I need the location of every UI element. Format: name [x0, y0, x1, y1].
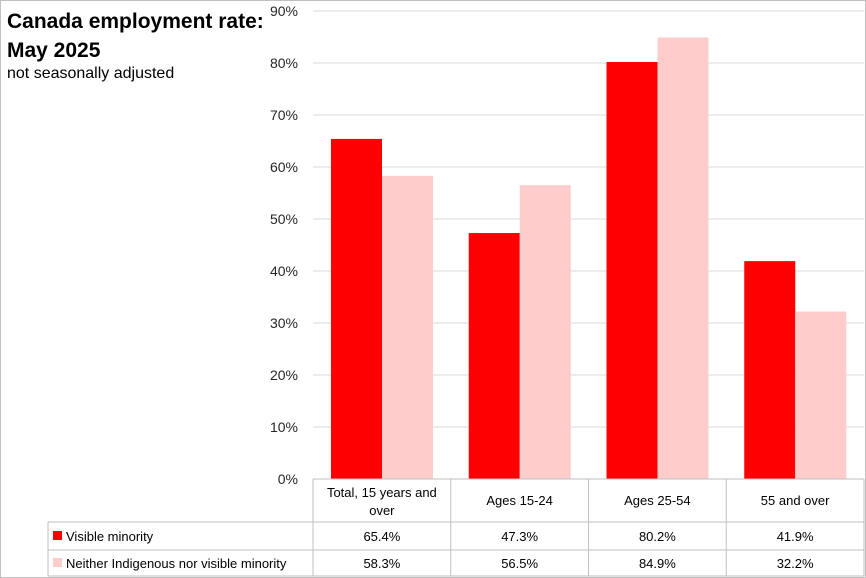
- y-tick-label: 90%: [270, 3, 298, 19]
- y-tick-label: 60%: [270, 159, 298, 175]
- y-tick-label: 20%: [270, 367, 298, 383]
- bar: [382, 175, 433, 479]
- bar: [795, 311, 847, 479]
- data-label: 84.9%: [639, 556, 676, 571]
- y-tick-label: 50%: [270, 211, 298, 227]
- legend-key: [53, 558, 62, 567]
- y-tick-label: 70%: [270, 107, 298, 123]
- data-label: 80.2%: [639, 529, 676, 544]
- bar: [519, 185, 571, 479]
- x-tick-label: over: [369, 503, 395, 518]
- x-tick-label: Total, 15 years and: [327, 485, 437, 500]
- bar: [606, 61, 658, 480]
- bar: [657, 37, 709, 480]
- y-tick-label: 10%: [270, 419, 298, 435]
- bar: [468, 233, 520, 479]
- legend-key: [53, 531, 62, 540]
- y-tick-label: 80%: [270, 55, 298, 71]
- data-label: 58.3%: [363, 556, 400, 571]
- legend-label: Neither Indigenous nor visible minority: [66, 556, 287, 571]
- y-tick-label: 30%: [270, 315, 298, 331]
- data-label: 65.4%: [363, 529, 400, 544]
- x-tick-label: Ages 25-54: [624, 493, 691, 508]
- data-label: 47.3%: [501, 529, 538, 544]
- data-label: 56.5%: [501, 556, 538, 571]
- chart-title: Canada employment rate: May 2025: [7, 10, 264, 62]
- bar: [744, 261, 796, 479]
- bar: [331, 138, 382, 480]
- legend-label: Visible minority: [66, 529, 154, 544]
- chart-subtitle: not seasonally adjusted: [7, 65, 175, 82]
- y-tick-label: 40%: [270, 263, 298, 279]
- data-label: 32.2%: [777, 556, 814, 571]
- x-tick-label: Ages 15-24: [486, 493, 553, 508]
- data-label: 41.9%: [777, 529, 814, 544]
- x-tick-label: 55 and over: [761, 493, 830, 508]
- y-tick-label: 0%: [278, 471, 298, 487]
